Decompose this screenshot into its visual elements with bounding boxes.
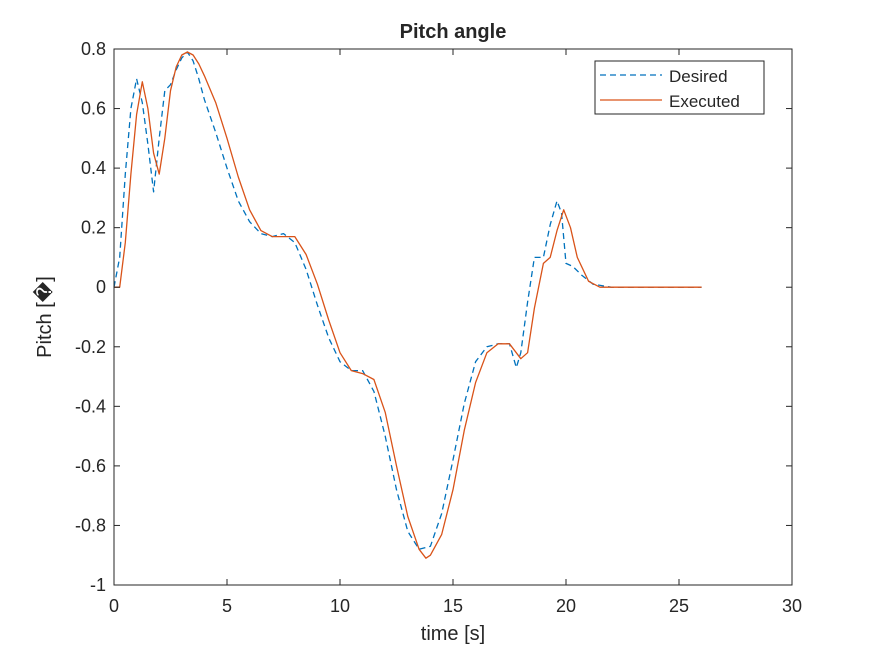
y-tick-label: 0	[96, 277, 106, 297]
y-tick-label: 0.4	[81, 158, 106, 178]
x-axis-ticks: 0 5 10 15 20 25 30	[109, 49, 802, 616]
y-axis-ticks: -1 -0.8 -0.6 -0.4 -0.2 0 0.2 0.4 0.6 0.8	[75, 39, 792, 595]
legend-box	[594, 60, 765, 115]
series-line-desired	[113, 51, 702, 550]
series-layer	[113, 51, 702, 559]
x-tick-label: 30	[782, 596, 802, 616]
x-axis-label: time [s]	[421, 623, 485, 645]
x-tick-label: 10	[330, 596, 350, 616]
y-tick-label: -0.4	[75, 396, 106, 416]
legend: Desired Executed	[594, 60, 765, 115]
legend-label-executed: Executed	[669, 92, 740, 111]
y-tick-label: -1	[90, 575, 106, 595]
x-tick-label: 0	[109, 596, 119, 616]
x-tick-label: 25	[669, 596, 689, 616]
legend-label-desired: Desired	[669, 67, 728, 86]
series-line-executed	[114, 51, 702, 559]
y-tick-label: -0.2	[75, 337, 106, 357]
chart-title: Pitch angle	[400, 21, 507, 43]
y-axis-label: Pitch [�]	[32, 276, 56, 358]
y-tick-label: -0.8	[75, 515, 106, 535]
y-tick-label: -0.6	[75, 456, 106, 476]
y-tick-label: 0.8	[81, 39, 106, 59]
plot-area	[114, 49, 792, 585]
x-tick-label: 15	[443, 596, 463, 616]
x-tick-label: 20	[556, 596, 576, 616]
y-tick-label: 0.6	[81, 99, 106, 119]
y-tick-label: 0.2	[81, 218, 106, 238]
x-tick-label: 5	[222, 596, 232, 616]
